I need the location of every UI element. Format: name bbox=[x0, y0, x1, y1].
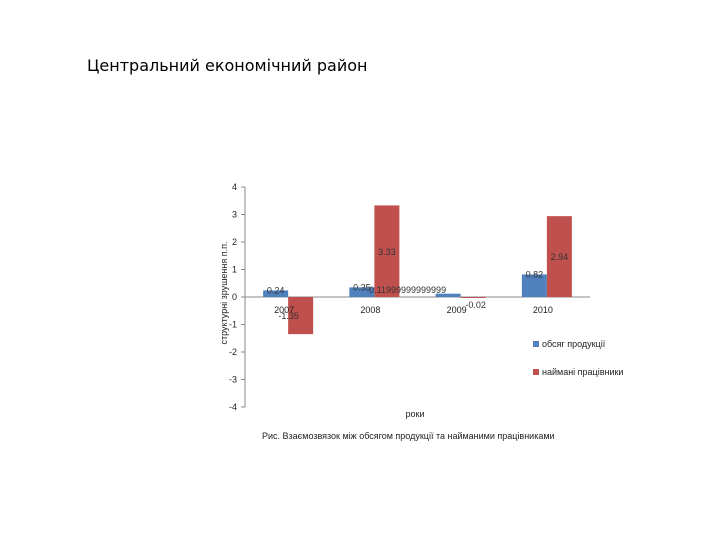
bar-workers-2008 bbox=[374, 205, 400, 297]
x-axis-title: роки bbox=[406, 409, 425, 419]
y-tick-label: 1 bbox=[232, 265, 237, 275]
x-category-label: 2007 bbox=[274, 305, 294, 315]
y-tick-label: 4 bbox=[232, 182, 237, 192]
data-label-output-2009: 0.11999999999999 bbox=[369, 285, 446, 295]
data-label-output-2008: 0.35 bbox=[353, 282, 371, 292]
legend-label-output: обсяг продукції bbox=[542, 339, 606, 349]
legend-swatch-output bbox=[533, 341, 539, 347]
y-tick-label: 3 bbox=[232, 210, 237, 220]
data-label-workers-2010: 2.94 bbox=[551, 252, 569, 262]
bar-workers-2007 bbox=[288, 297, 314, 335]
data-label-output-2007: 0.24 bbox=[267, 285, 285, 295]
slide-title: Центральний економічний район bbox=[87, 56, 368, 75]
x-category-label: 2008 bbox=[360, 305, 380, 315]
bar-output-2009 bbox=[435, 293, 461, 297]
bar-workers-2010 bbox=[546, 216, 572, 297]
legend-label-workers: наймані працівники bbox=[542, 367, 623, 377]
y-tick-label: -2 bbox=[229, 347, 237, 357]
x-category-label: 2009 bbox=[447, 305, 467, 315]
figure-caption: Рис. Взаємозвязок між обсягом продукції … bbox=[262, 431, 555, 441]
bar-output-2007 bbox=[263, 290, 289, 297]
data-label-workers-2007: -1.35 bbox=[278, 311, 299, 321]
y-axis-title: структурні зрушення п.п. bbox=[219, 242, 229, 345]
y-tick-label: 0 bbox=[232, 292, 237, 302]
y-tick-label: 2 bbox=[232, 237, 237, 247]
y-tick-label: -4 bbox=[229, 402, 237, 412]
data-label-output-2010: 0.82 bbox=[526, 269, 544, 279]
bar-workers-2009 bbox=[460, 297, 486, 298]
data-label-workers-2009: -0.02 bbox=[465, 300, 486, 310]
legend-swatch-workers bbox=[533, 369, 539, 375]
bar-output-2008 bbox=[349, 287, 375, 297]
x-category-label: 2010 bbox=[533, 305, 553, 315]
y-tick-label: -1 bbox=[229, 320, 237, 330]
y-tick-label: -3 bbox=[229, 375, 237, 385]
data-label-workers-2008: 3.33 bbox=[378, 247, 396, 257]
bar-output-2010 bbox=[521, 274, 547, 297]
